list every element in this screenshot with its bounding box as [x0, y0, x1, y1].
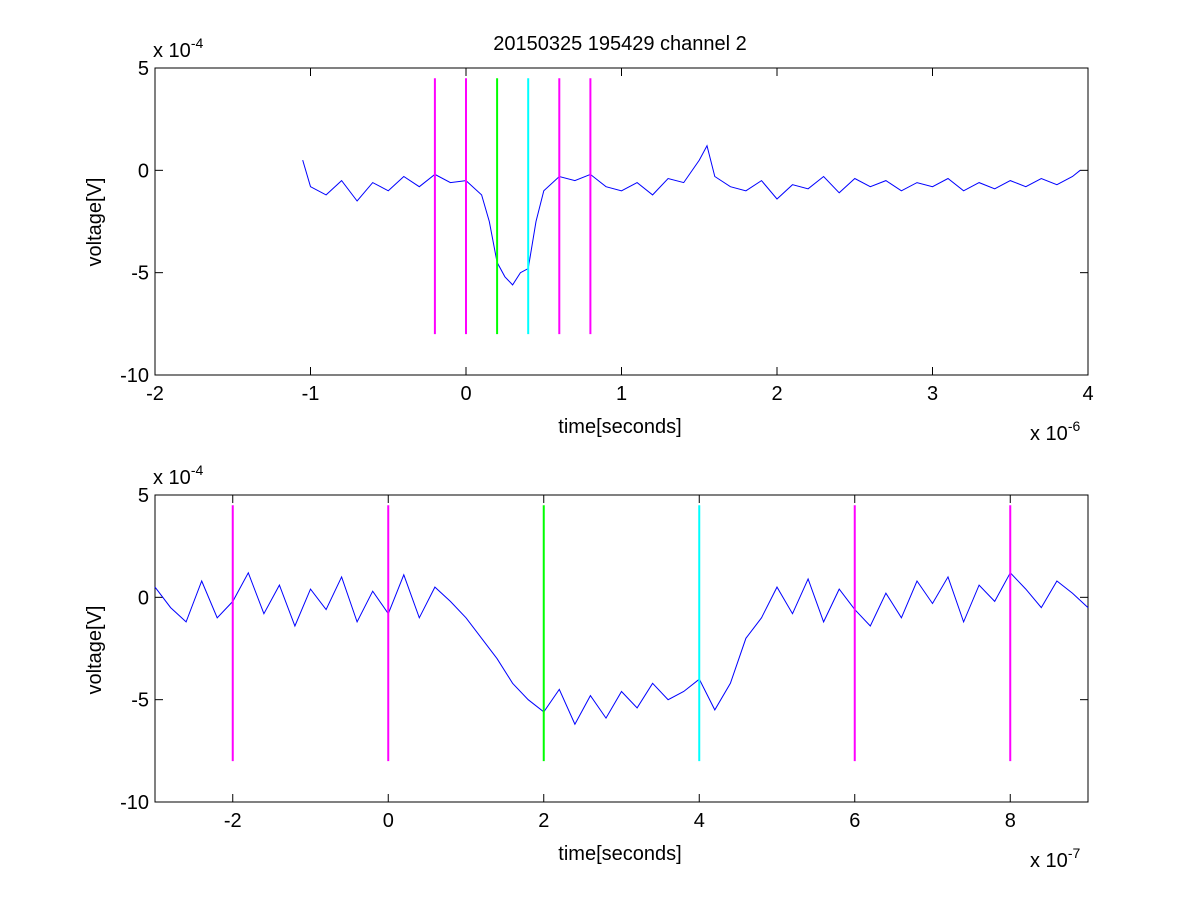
chart-1-ylabel: voltage[V]	[84, 178, 106, 267]
y-tick-label: 5	[138, 58, 149, 80]
y-tick-label: -10	[120, 792, 149, 814]
x-tick-label: 2	[538, 810, 549, 832]
chart-1-y-exponent-power: -4	[191, 35, 204, 51]
chart-2-plot: -2 0 2 4 6 8 -10 -5 0 5	[120, 485, 1089, 832]
chart-2-ylabel: voltage[V]	[84, 606, 106, 695]
y-tick-label: -5	[131, 263, 149, 285]
chart-2-y-exponent-power: -4	[191, 462, 204, 478]
chart-2-x-exponent: x 10-7	[1030, 845, 1080, 872]
plot-frame	[154, 494, 1089, 803]
chart-1-x-exponent-base: x 10	[1030, 423, 1068, 445]
x-tick-label: 2	[771, 383, 782, 405]
x-tick-label: -2	[224, 810, 242, 832]
y-tick-label: -10	[120, 365, 149, 387]
plot-frame	[154, 67, 1089, 376]
series-line	[302, 144, 1081, 286]
chart-2: -2 0 2 4 6 8-10-505 time[seconds] voltage[V] …	[84, 462, 1089, 872]
x-tick-label: 0	[383, 810, 394, 832]
chart-1: -2 -1 0 1 2 3 4-10-505 time[seconds] voltage[V…	[84, 35, 1094, 445]
chart-2-y-exponent-base: x 10	[153, 467, 191, 489]
chart-2-x-exponent-power: -7	[1068, 845, 1081, 861]
x-tick-label: 4	[694, 810, 705, 832]
chart-1-y-exponent: x 10-4	[153, 35, 203, 62]
chart-1-xlabel: time[seconds]	[558, 416, 681, 438]
chart-1-x-exponent: x 10-6	[1030, 418, 1080, 445]
chart-1-y-exponent-base: x 10	[153, 40, 191, 62]
x-tick-label: 4	[1082, 383, 1093, 405]
x-tick-label: 6	[849, 810, 860, 832]
series-line	[154, 571, 1089, 726]
y-tick-label: 0	[138, 160, 149, 182]
y-tick-label: 5	[138, 485, 149, 507]
y-tick-label: -5	[131, 690, 149, 712]
x-tick-label: -2	[146, 383, 164, 405]
x-tick-label: 8	[1005, 810, 1016, 832]
chart-2-x-exponent-base: x 10	[1030, 850, 1068, 872]
x-tick-label: 3	[927, 383, 938, 405]
chart-2-y-exponent: x 10-4	[153, 462, 203, 489]
figure-title: 20150325 195429 channel 2	[493, 33, 747, 55]
y-tick-label: 0	[138, 587, 149, 609]
x-tick-label: 0	[460, 383, 471, 405]
chart-1-x-exponent-power: -6	[1068, 418, 1081, 434]
chart-1-plot: -2 -1 0 1 2 3 4-10-505	[120, 58, 1093, 405]
x-tick-label: -1	[302, 383, 320, 405]
x-tick-label: 1	[616, 383, 627, 405]
chart-2-xlabel: time[seconds]	[558, 843, 681, 865]
